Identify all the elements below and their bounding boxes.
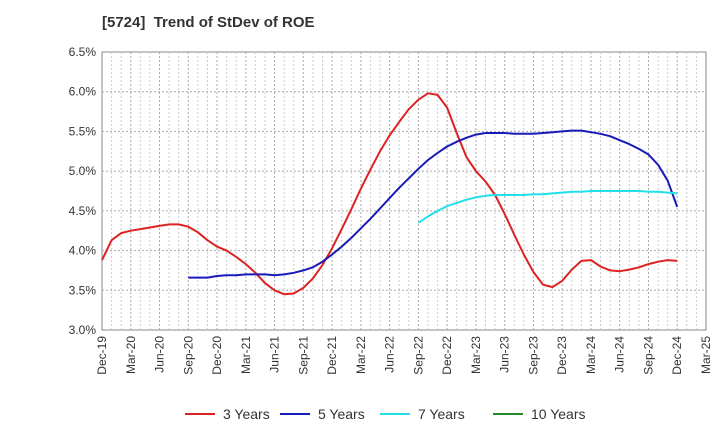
y-tick-label: 5.0% [69, 164, 97, 178]
y-tick-label: 6.5% [69, 45, 97, 59]
series-line-1 [188, 129, 679, 279]
y-tick-label: 4.5% [69, 204, 97, 218]
legend-label: 7 Years [418, 406, 465, 422]
y-tick-label: 4.0% [69, 244, 97, 258]
x-tick-label: Mar-20 [124, 336, 138, 374]
y-axis-ticks: 3.0% 3.5% 4.0% 4.5% 5.0% 5.5% 6.0% 6.5% [69, 45, 97, 337]
x-tick-label: Dec-21 [325, 336, 339, 375]
x-tick-label: Jun-20 [153, 336, 167, 373]
legend: 3 Years 5 Years 7 Years 10 Years [185, 406, 586, 422]
x-tick-label: Mar-24 [584, 336, 598, 374]
y-tick-label: 3.0% [69, 323, 97, 337]
legend-label: 10 Years [531, 406, 586, 422]
x-tick-label: Sep-21 [296, 336, 310, 375]
x-tick-label: Jun-21 [268, 336, 282, 373]
x-tick-label: Dec-19 [95, 336, 109, 375]
x-tick-label: Sep-20 [181, 336, 195, 375]
x-axis-ticks: Dec-19 Mar-20 Jun-20 Sep-20 Dec-20 Mar-21 Jun-… [95, 336, 713, 375]
x-tick-label: Dec-23 [555, 336, 569, 375]
y-tick-label: 6.0% [69, 85, 97, 99]
x-tick-label: Mar-25 [699, 336, 713, 374]
legend-label: 5 Years [318, 406, 365, 422]
y-tick-label: 3.5% [69, 283, 97, 297]
x-tick-label: Dec-22 [440, 336, 454, 375]
series-line-0 [101, 92, 678, 296]
chart-title: [5724] Trend of StDev of ROE [102, 14, 315, 31]
x-tick-label: Mar-22 [354, 336, 368, 374]
x-tick-label: Sep-24 [642, 336, 656, 375]
series-line-2 [417, 190, 678, 224]
x-tick-label: Dec-24 [670, 336, 684, 375]
x-tick-label: Mar-23 [469, 336, 483, 374]
x-tick-label: Jun-23 [498, 336, 512, 373]
legend-label: 3 Years [223, 406, 270, 422]
x-tick-label: Sep-22 [411, 336, 425, 375]
series-layer [101, 92, 679, 296]
x-tick-label: Dec-20 [210, 336, 224, 375]
y-tick-label: 5.5% [69, 124, 97, 138]
x-tick-label: Jun-24 [613, 336, 627, 373]
x-tick-label: Jun-22 [383, 336, 397, 373]
x-tick-label: Mar-21 [239, 336, 253, 374]
x-tick-label: Sep-23 [526, 336, 540, 375]
grid-layer [102, 52, 706, 330]
